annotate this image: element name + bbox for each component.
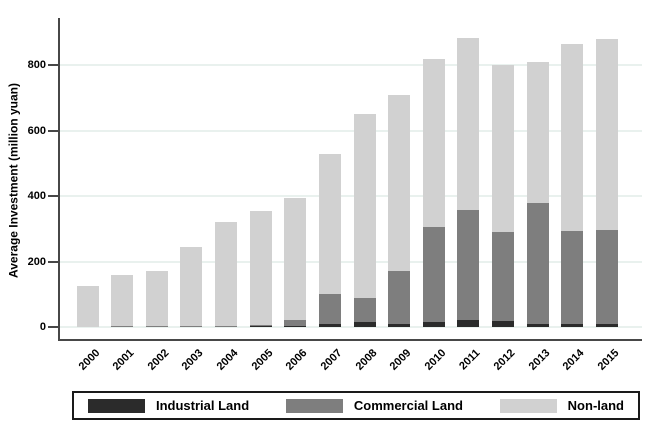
bar-segment-commercial-land [561,231,584,325]
bar-segment-non-land [561,44,584,232]
x-tick-label: 2009 [387,347,414,373]
bar-segment-non-land [180,246,203,327]
y-tick-mark [48,64,58,67]
x-tick-label: 2001 [110,347,137,373]
x-tick-label: 2008 [353,347,380,373]
y-axis-line [58,18,60,341]
gridline [60,260,642,263]
bar-segment-industrial-land [595,323,618,327]
x-tick-label: 2007 [318,347,345,373]
bar-segment-commercial-land [249,324,272,327]
bar-segment-non-land [249,210,272,325]
legend-swatch [499,398,557,413]
y-tick-label: 800 [27,59,46,72]
bar-segment-commercial-land [526,203,549,325]
bar-segment-non-land [353,114,376,298]
y-tick-mark [48,326,58,328]
x-tick-label: 2000 [76,347,102,373]
x-tick-label: 2010 [422,347,449,373]
bar-segment-commercial-land [145,325,168,327]
bar-segment-commercial-land [457,210,480,320]
y-tick-label: 400 [27,190,46,203]
legend-swatch [88,398,145,413]
bar-segment-industrial-land [284,326,307,327]
bar-segment-commercial-land [388,271,411,325]
x-tick-label: 2004 [214,347,241,373]
bar-segment-non-land [492,65,515,233]
bar-segment-commercial-land [111,326,134,327]
y-tick-label: 600 [27,124,46,137]
bar-segment-non-land [388,94,411,272]
bar-segment-non-land [76,286,99,327]
bar-segment-commercial-land [492,232,515,322]
x-tick-label: 2011 [457,347,483,373]
bar-segment-commercial-land [180,326,203,327]
bar-segment-non-land [457,37,480,211]
x-tick-label: 2006 [283,347,310,373]
bar-segment-non-land [215,222,238,326]
bar-segment-commercial-land [595,229,618,324]
gridline [60,64,642,67]
bar-segment-industrial-land [561,324,584,327]
gridline [60,195,642,198]
bar-segment-commercial-land [215,325,238,327]
legend-item: Industrial Land [88,398,249,413]
bar-segment-non-land [145,270,168,326]
bar-segment-commercial-land [284,320,307,327]
bar-segment-industrial-land [249,326,272,327]
bar-segment-industrial-land [492,321,515,327]
x-tick-label: 2014 [560,347,587,373]
y-tick-mark [48,260,58,263]
bar-segment-industrial-land [526,324,549,327]
gridline [60,129,642,132]
x-tick-label: 2012 [491,347,518,373]
legend-item: Commercial Land [285,398,463,413]
bar-segment-commercial-land [422,227,445,323]
y-tick-label: 0 [39,321,46,333]
bar-segment-industrial-land [353,322,376,327]
y-tick-label: 200 [27,255,46,268]
x-tick-label: 2005 [249,347,276,373]
legend: Industrial Land Commercial Land Non-land [72,391,640,420]
x-tick-label: 2003 [180,347,206,373]
y-tick-mark [48,129,58,132]
gridline [60,326,642,328]
bar-segment-non-land [284,197,307,321]
bar-segment-commercial-land [353,297,376,323]
legend-label: Commercial Land [353,398,463,413]
y-tick-mark [48,195,58,198]
bar-segment-non-land [111,274,134,326]
bar-segment-non-land [526,62,549,204]
legend-label: Non-land [567,398,624,413]
bar-segment-commercial-land [318,294,341,325]
x-tick-label: 2015 [595,347,622,373]
bar-segment-non-land [422,58,445,228]
legend-item: Non-land [499,398,624,413]
legend-swatch [285,398,343,413]
bar-segment-industrial-land [457,319,480,327]
x-axis-line [58,339,642,341]
bar-segment-industrial-land [318,324,341,327]
bar-segment-industrial-land [388,324,411,327]
bar-segment-non-land [318,154,341,295]
legend-label: Industrial Land [156,398,250,413]
x-tick-label: 2002 [145,347,172,373]
bar-segment-industrial-land [422,322,445,327]
bar-segment-non-land [595,39,618,230]
x-tick-label: 2013 [526,347,553,373]
